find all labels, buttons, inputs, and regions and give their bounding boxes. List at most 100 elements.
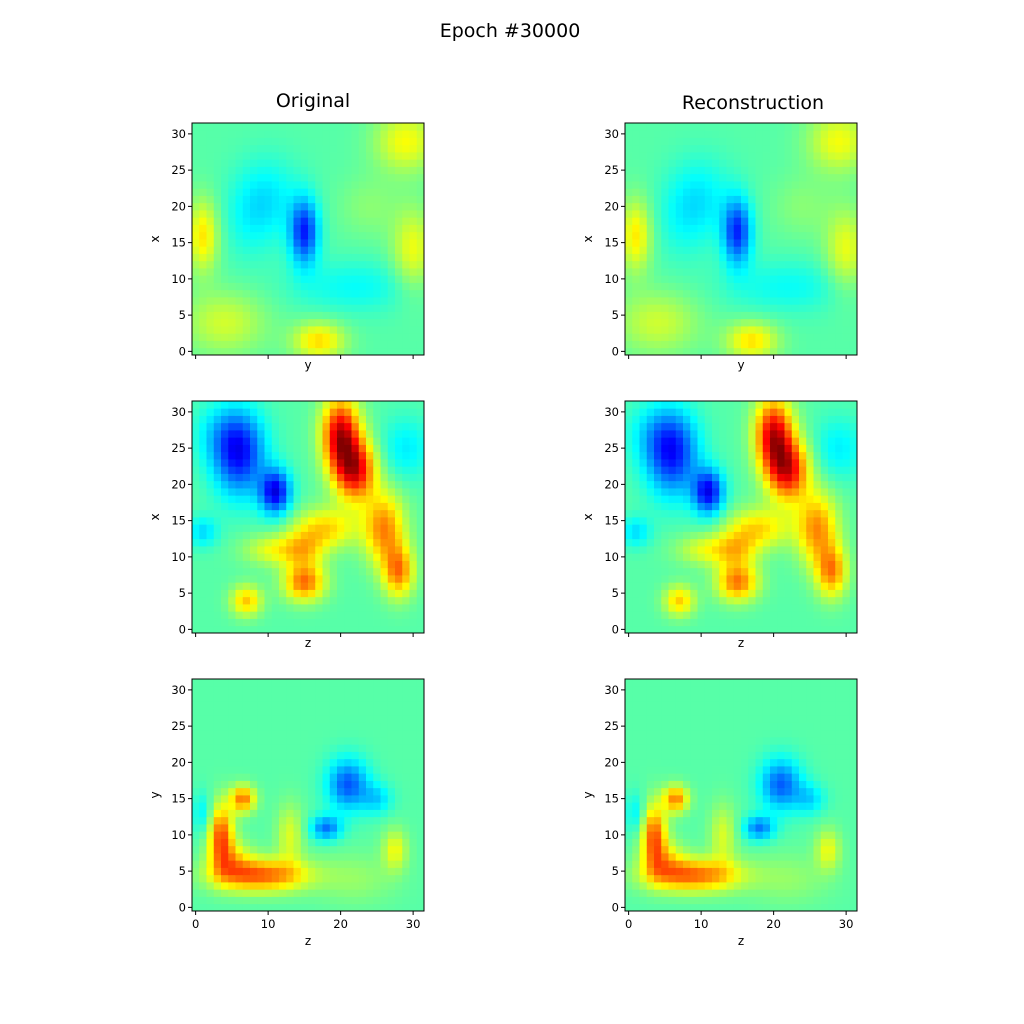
y-tick-label: 25 <box>604 441 619 455</box>
heatmap-cell <box>726 625 735 634</box>
heatmap-cell <box>329 188 338 196</box>
heatmap-cell <box>315 318 323 327</box>
heatmap-cell <box>806 459 814 467</box>
heatmap-cell <box>416 618 425 627</box>
heatmap-cell <box>849 430 858 438</box>
heatmap-cell <box>380 224 389 233</box>
figure-title: Epoch #30000 <box>440 20 581 42</box>
heatmap-cell <box>409 787 418 796</box>
heatmap-cell <box>199 722 207 731</box>
heatmap-cell <box>712 217 720 225</box>
heatmap-cell <box>366 524 374 532</box>
heatmap-cell <box>661 202 669 211</box>
heatmap-cell <box>366 758 374 767</box>
heatmap-cell <box>344 787 352 796</box>
heatmap-cell <box>668 560 677 569</box>
heatmap-cell <box>770 181 778 189</box>
heatmap-cell <box>235 553 244 561</box>
heatmap-cell <box>770 604 778 612</box>
heatmap-cell <box>625 538 633 547</box>
heatmap-cell <box>300 297 309 305</box>
heatmap-cell <box>358 181 367 189</box>
heatmap-cell <box>380 773 389 781</box>
heatmap-cell <box>661 430 669 438</box>
heatmap-cell <box>329 553 338 561</box>
heatmap-cell <box>683 538 691 547</box>
heatmap-cell <box>741 488 749 496</box>
heatmap-cell <box>300 231 309 240</box>
heatmap-cell <box>337 816 345 825</box>
heatmap-cell <box>726 611 735 619</box>
heatmap-cell <box>358 538 367 547</box>
heatmap-cell <box>675 231 684 240</box>
heatmap-cell <box>337 401 345 409</box>
heatmap-cell <box>646 509 655 518</box>
heatmap-cell <box>697 625 706 634</box>
heatmap-cell <box>315 326 323 334</box>
heatmap-cell <box>842 415 851 424</box>
heatmap-cell <box>279 451 287 460</box>
heatmap-cell <box>271 347 280 356</box>
heatmap-cell <box>199 729 207 738</box>
heatmap-cell <box>228 766 236 774</box>
heatmap-cell <box>813 422 822 431</box>
heatmap-cell <box>741 210 749 218</box>
heatmap-cell <box>675 217 684 225</box>
heatmap-cell <box>271 560 280 569</box>
heatmap-cell <box>286 268 294 276</box>
heatmap-cell <box>646 268 655 276</box>
heatmap-cell <box>733 144 742 153</box>
heatmap-cell <box>380 173 389 182</box>
heatmap-cell <box>344 903 352 912</box>
heatmap-cell <box>733 473 742 482</box>
heatmap-cell <box>762 567 771 576</box>
heatmap-cell <box>250 401 258 409</box>
heatmap-cell <box>791 415 800 424</box>
heatmap-cell <box>358 451 367 460</box>
heatmap-cell <box>221 502 229 511</box>
heatmap-cell <box>683 480 691 489</box>
heatmap-cell <box>351 831 360 839</box>
heatmap-cell <box>322 297 331 305</box>
heatmap-cell <box>206 260 215 269</box>
heatmap-cell <box>806 144 814 153</box>
heatmap-cell <box>402 422 410 431</box>
heatmap-cell <box>279 744 287 752</box>
heatmap-cell <box>625 144 633 153</box>
heatmap-cell <box>625 260 633 269</box>
heatmap-cell <box>741 553 749 561</box>
heatmap-cell <box>337 173 345 182</box>
heatmap-cell <box>791 560 800 569</box>
heatmap-cell <box>358 430 367 438</box>
heatmap-cell <box>322 415 331 424</box>
heatmap-cell <box>366 437 374 445</box>
heatmap-cell <box>625 253 633 262</box>
heatmap-cell <box>632 304 640 312</box>
heatmap-cell <box>192 780 200 789</box>
heatmap-cell <box>762 531 771 540</box>
heatmap-cell <box>271 246 280 254</box>
heatmap-cell <box>791 408 800 416</box>
heatmap-cell <box>416 246 425 254</box>
heatmap-cell <box>271 422 280 431</box>
heatmap-cell <box>308 401 316 409</box>
heatmap-cell <box>704 604 713 612</box>
heatmap-cell <box>661 451 669 460</box>
heatmap-cell <box>300 311 309 320</box>
heatmap-cell <box>286 318 294 327</box>
heatmap-cell <box>799 275 807 283</box>
heatmap-cell <box>646 451 655 460</box>
axes-frame <box>624 400 858 634</box>
heatmap-cell <box>337 766 345 774</box>
heatmap-cell <box>380 415 389 424</box>
heatmap-cell <box>308 123 316 131</box>
heatmap-cell <box>250 195 258 204</box>
heatmap-cell <box>293 766 302 774</box>
heatmap-cell <box>712 538 720 547</box>
heatmap-cell <box>286 144 294 153</box>
heatmap-cell <box>387 333 396 341</box>
heatmap-cell <box>192 766 200 774</box>
heatmap-cell <box>257 802 265 810</box>
heatmap-cell <box>639 210 648 218</box>
heatmap-cell <box>242 246 251 254</box>
